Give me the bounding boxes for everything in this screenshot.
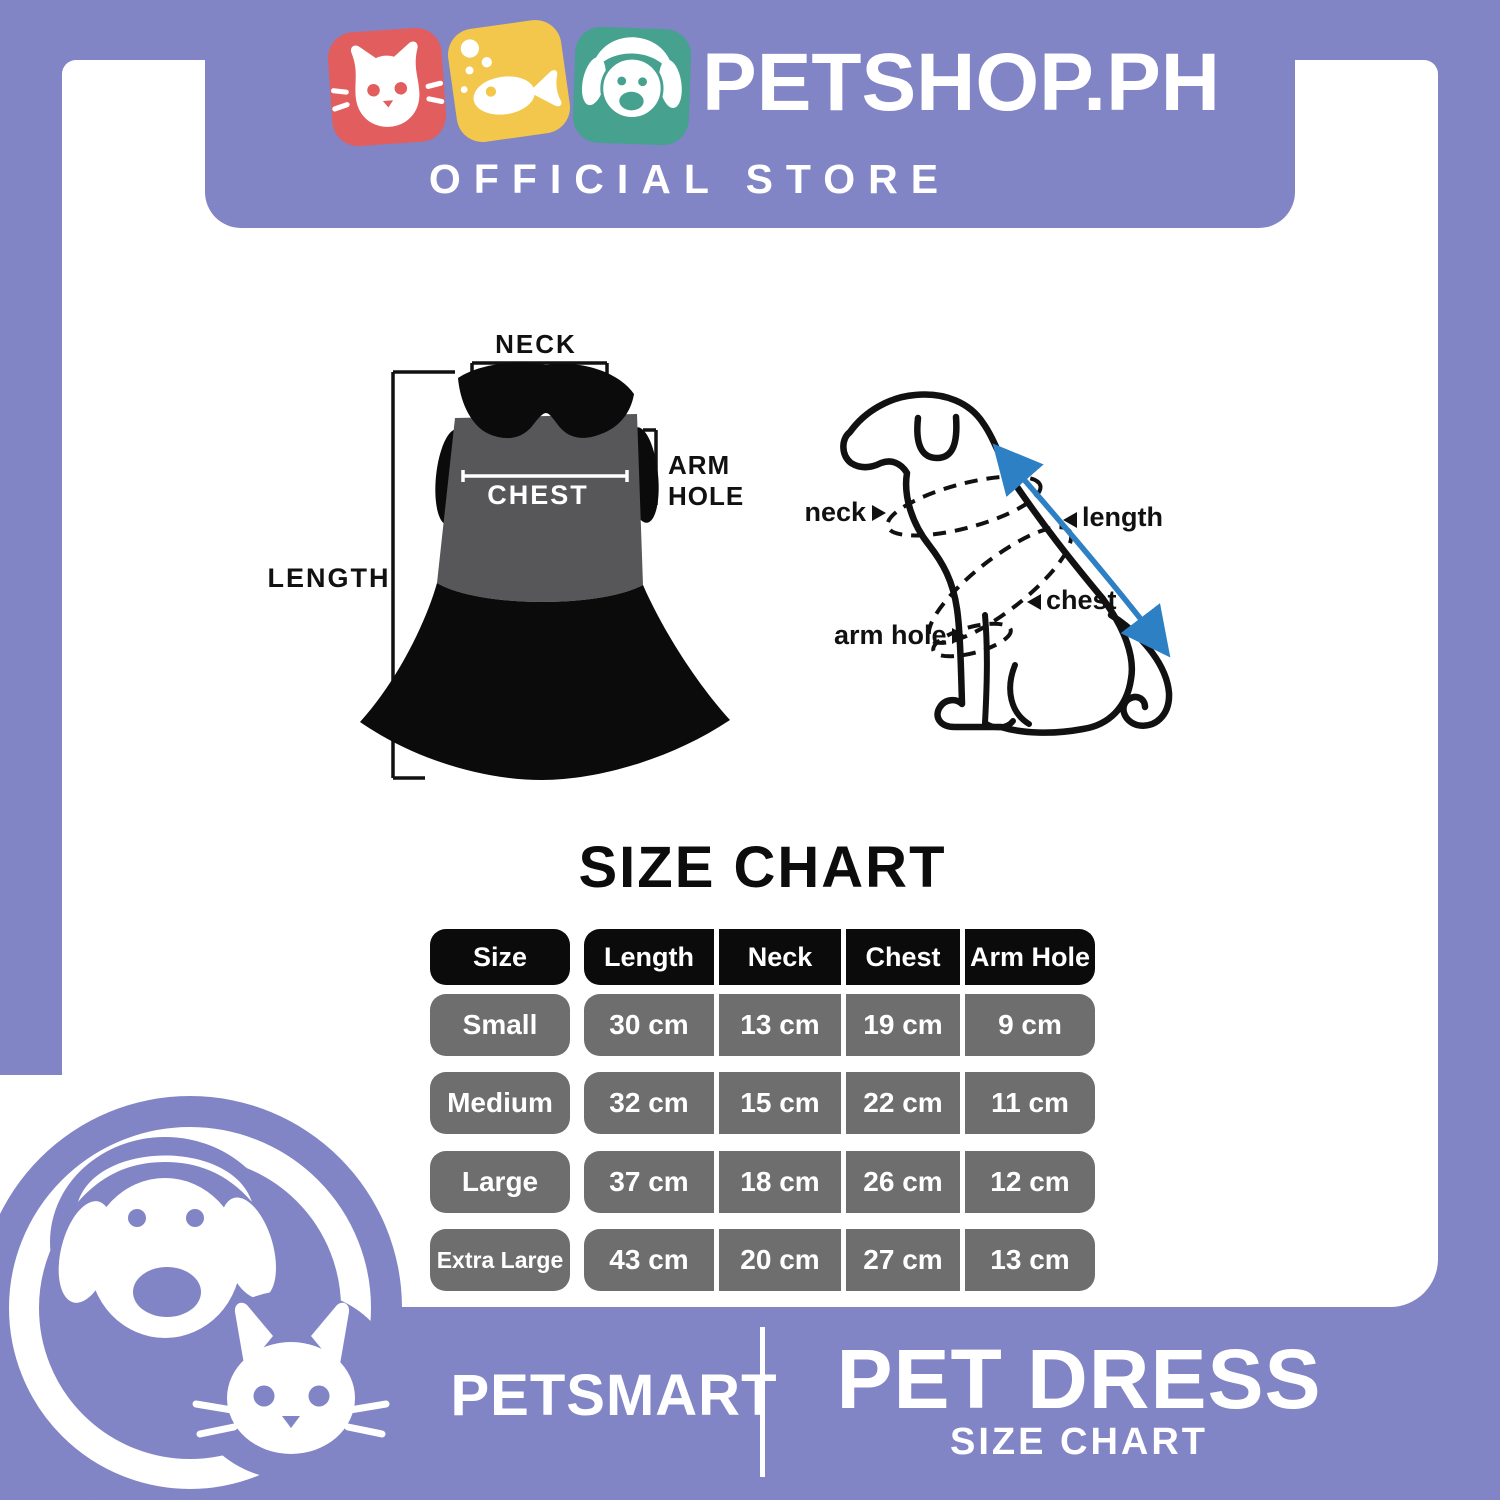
table-row: Medium 32 cm 15 cm 22 cm 11 cm [430,1072,1095,1134]
value-cell: 26 cm [846,1151,960,1213]
column-header-chest: Chest [846,929,960,985]
size-cell: Small [430,994,570,1056]
table-row: Small 30 cm 13 cm 19 cm 9 cm [430,994,1095,1056]
product-name: PET DRESS [836,1332,1322,1426]
value-cell: 12 cm [965,1151,1095,1213]
brand-name: PETSHOP.PH [702,37,1220,128]
column-header-armhole: Arm Hole [965,929,1095,985]
pointer-icon [1063,512,1077,528]
dog-armhole-label: arm hole [834,620,947,650]
table-header-row: Size Length Neck Chest Arm Hole [430,929,1095,985]
value-cell: 11 cm [965,1072,1095,1134]
pointer-icon [872,505,886,521]
table-row: Extra Large 43 cm 20 cm 27 cm 13 cm [430,1229,1095,1291]
value-cell: 9 cm [965,994,1095,1056]
column-header-neck: Neck [719,929,841,985]
size-cell: Medium [430,1072,570,1134]
dog-neck-label: neck [804,497,866,527]
value-cell: 20 cm [719,1229,841,1291]
dress-armhole-label: ARM HOLE [668,450,745,511]
pointer-icon [952,628,966,644]
pointer-icon [1027,594,1041,610]
value-cell: 13 cm [965,1229,1095,1291]
size-cell: Extra Large [430,1229,570,1291]
dress-chest-label: CHEST [487,480,589,510]
dress-diagram [360,361,730,780]
value-cell: 30 cm [584,994,714,1056]
column-header-length: Length [584,929,714,985]
product-title-block: PET DRESS SIZE CHART [779,1336,1379,1462]
dress-length-label: LENGTH [267,563,391,593]
value-cell: 32 cm [584,1072,714,1134]
dog-chest-label: chest [1046,585,1117,615]
value-cell: 19 cm [846,994,960,1056]
footer-divider [760,1327,765,1477]
value-cell: 43 cm [584,1229,714,1291]
fish-icon [444,16,574,146]
size-cell: Large [430,1151,570,1213]
column-header-size: Size [430,929,570,985]
dress-neck-label: NECK [495,329,577,359]
table-row: Large 37 cm 18 cm 26 cm 12 cm [430,1151,1095,1213]
value-cell: 13 cm [719,994,841,1056]
value-cell: 15 cm [719,1072,841,1134]
store-name: PETSMART [450,1363,778,1428]
value-cell: 22 cm [846,1072,960,1134]
value-cell: 18 cm [719,1151,841,1213]
pets-badge [0,1096,402,1500]
value-cell: 37 cm [584,1151,714,1213]
cat-icon [326,26,448,148]
dog-icon [572,26,692,146]
dog-length-label: length [1082,502,1163,532]
brand-subtitle: OFFICIAL STORE [428,156,952,202]
product-subtitle: SIZE CHART [950,1421,1208,1463]
value-cell: 27 cm [846,1229,960,1291]
dog-diagram [840,391,1173,736]
size-chart-title: SIZE CHART [578,835,947,900]
